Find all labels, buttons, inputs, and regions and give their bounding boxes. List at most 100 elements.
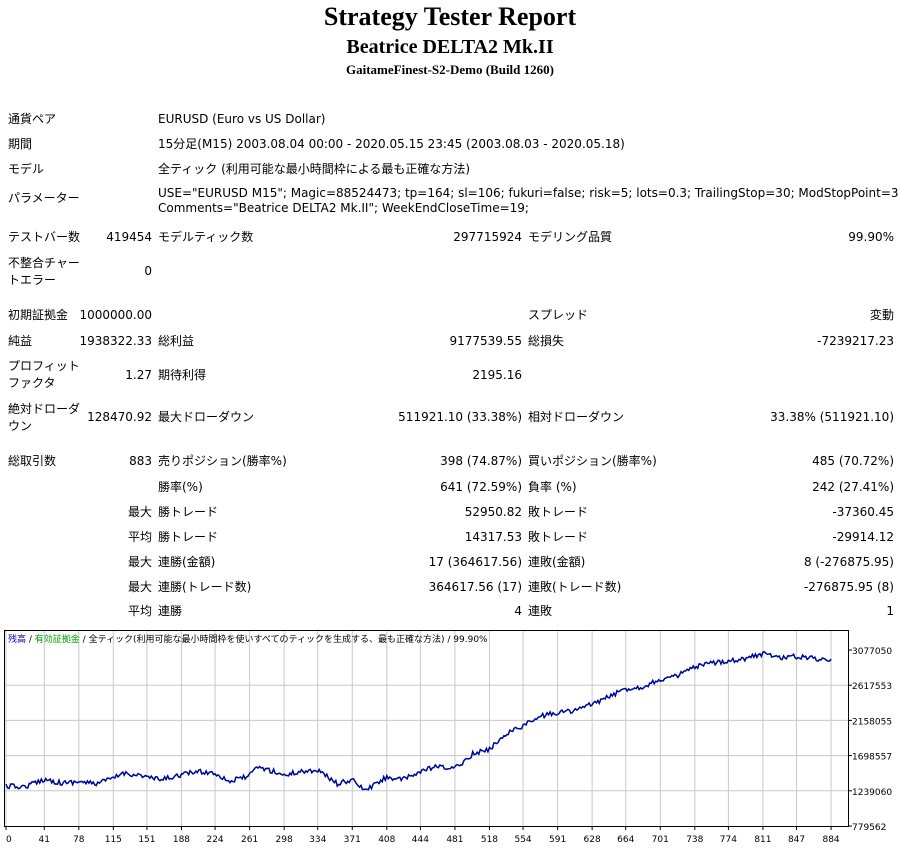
short-positions-value: 398 (74.87%) bbox=[440, 454, 522, 468]
largest-loss-value: -37360.45 bbox=[832, 505, 894, 519]
x-tick-label: 481 bbox=[446, 835, 463, 845]
average-label: 平均 bbox=[127, 530, 152, 544]
x-tick-label: 78 bbox=[73, 835, 85, 845]
x-tick-label: 701 bbox=[652, 835, 669, 845]
y-tick-label: 1698557 bbox=[852, 753, 892, 763]
x-tick-label: 115 bbox=[105, 835, 122, 845]
avg-consec-losses-label: 連敗 bbox=[528, 604, 553, 618]
x-tick-label: 151 bbox=[138, 835, 155, 845]
max-consec-profit-label: 連勝(トレード数) bbox=[158, 580, 252, 594]
y-tick-label: 2158055 bbox=[852, 717, 892, 727]
x-tick-label: 0 bbox=[6, 835, 12, 845]
abs-drawdown-value: 128470.92 bbox=[87, 410, 152, 424]
avg-win-label: 勝トレード bbox=[158, 530, 219, 544]
profit-factor-label-1: プロフィット bbox=[8, 359, 80, 373]
params-line-1: USE="EURUSD M15"; Magic=88524473; tp=164… bbox=[158, 186, 900, 200]
rel-drawdown-label: 相対ドローダウン bbox=[528, 410, 625, 424]
y-tick-label: 3077050 bbox=[852, 647, 892, 657]
x-tick-label: 847 bbox=[788, 835, 805, 845]
chart-grid bbox=[5, 631, 848, 826]
x-tick-label: 628 bbox=[584, 835, 601, 845]
x-tick-label: 774 bbox=[720, 835, 737, 845]
x-tick-label: 591 bbox=[549, 835, 566, 845]
y-tick-label: 2617553 bbox=[852, 682, 892, 692]
params-label: パラメーター bbox=[8, 191, 80, 205]
x-tick-label: 884 bbox=[822, 835, 839, 845]
max-consec-label-1: 最大 bbox=[127, 555, 152, 569]
largest-win-label: 勝トレード bbox=[158, 505, 219, 519]
expected-payoff-value: 2195.16 bbox=[472, 368, 522, 382]
net-profit-value: 1938322.33 bbox=[79, 334, 152, 348]
x-tick-label: 371 bbox=[344, 835, 361, 845]
max-consec-label-2: 最大 bbox=[127, 580, 152, 594]
params-line-2: Comments="Beatrice DELTA2 Mk.II"; WeekEn… bbox=[158, 201, 529, 215]
x-tick-label: 738 bbox=[686, 835, 703, 845]
profit-factor-label-2: ファクタ bbox=[8, 376, 56, 390]
win-rate-value: 641 (72.59%) bbox=[440, 480, 522, 494]
legend-balance: 残高 bbox=[8, 633, 26, 645]
long-positions-label: 買いポジション(勝率%) bbox=[528, 454, 657, 468]
x-tick-label: 664 bbox=[617, 835, 634, 845]
symbol-value: EURUSD (Euro vs US Dollar) bbox=[158, 112, 326, 126]
model-value: 全ティック (利用可能な最小時間枠による最も正確な方法) bbox=[158, 162, 471, 176]
bars-value: 419454 bbox=[106, 230, 152, 244]
abs-drawdown-label-1: 絶対ドローダ bbox=[8, 402, 81, 416]
gross-profit-value: 9177539.55 bbox=[449, 334, 522, 348]
spread-label: スプレッド bbox=[528, 308, 589, 322]
bars-label: テストバー数 bbox=[8, 230, 81, 244]
avg-win-value: 14317.53 bbox=[464, 530, 522, 544]
x-tick-label: 261 bbox=[241, 835, 258, 845]
avg-consec-wins-value: 4 bbox=[514, 604, 522, 618]
ticks-label: モデルティック数 bbox=[158, 230, 254, 244]
legend-sep-3: / bbox=[445, 635, 454, 645]
x-tick-label: 41 bbox=[39, 835, 50, 845]
short-positions-label: 売りポジション(勝率%) bbox=[158, 454, 287, 468]
x-tick-label: 444 bbox=[412, 835, 429, 845]
period-label: 期間 bbox=[8, 137, 33, 151]
avg-consec-label: 平均 bbox=[127, 604, 152, 618]
max-drawdown-label: 最大ドローダウン bbox=[158, 410, 255, 424]
largest-label: 最大 bbox=[127, 505, 152, 519]
largest-loss-label: 敗トレード bbox=[528, 505, 589, 519]
balance-line bbox=[5, 651, 832, 791]
profit-factor-value: 1.27 bbox=[125, 368, 152, 382]
abs-drawdown-label-2: ウン bbox=[8, 419, 33, 433]
max-consec-wins-label: 連勝(金額) bbox=[158, 555, 216, 569]
max-drawdown-value: 511921.10 (33.38%) bbox=[398, 410, 522, 424]
max-consec-loss-value: -276875.95 (8) bbox=[803, 580, 894, 594]
rel-drawdown-value: 33.38% (511921.10) bbox=[770, 410, 894, 424]
gross-loss-value: -7239217.23 bbox=[817, 334, 894, 348]
x-axis-ticks: 0 41 78 115 151 188 224 261 298 334 371 408 444 481 51… bbox=[5, 826, 840, 845]
quality-label: モデリング品質 bbox=[528, 230, 613, 244]
server-build: GaitameFinest-S2-Demo (Build 1260) bbox=[346, 62, 554, 77]
avg-consec-wins-label: 連勝 bbox=[158, 604, 183, 618]
x-tick-label: 408 bbox=[378, 835, 395, 845]
long-positions-value: 485 (70.72%) bbox=[812, 454, 894, 468]
x-tick-label: 298 bbox=[276, 835, 293, 845]
ea-name: Beatrice DELTA2 Mk.II bbox=[346, 36, 554, 58]
legend-model: 全ティック(利用可能な最小時間枠を使いすべてのティックを生成する、最も正確な方法… bbox=[89, 633, 445, 645]
spread-value: 変動 bbox=[869, 308, 894, 322]
max-consec-losses-value: 8 (-276875.95) bbox=[803, 555, 894, 569]
chart-frame bbox=[4, 630, 849, 827]
y-tick-label: 1239060 bbox=[852, 788, 892, 798]
max-consec-wins-value: 17 (364617.56) bbox=[428, 555, 522, 569]
gross-loss-label: 総損失 bbox=[528, 334, 565, 348]
x-tick-label: 518 bbox=[481, 835, 498, 845]
avg-loss-value: -29914.12 bbox=[832, 530, 894, 544]
x-tick-label: 334 bbox=[309, 835, 326, 845]
y-axis-ticks: 3077050 2617553 2158055 1698557 1239060 77956… bbox=[848, 647, 892, 833]
deposit-value: 1000000.00 bbox=[79, 308, 152, 322]
x-tick-label: 224 bbox=[206, 835, 223, 845]
largest-win-value: 52950.82 bbox=[464, 505, 522, 519]
balance-chart: 残高 / 有効証拠金 / 全ティック(利用可能な最小時間枠を使いすべてのティック… bbox=[4, 630, 892, 845]
x-tick-label: 188 bbox=[173, 835, 190, 845]
net-profit-label: 純益 bbox=[8, 334, 33, 348]
mismatch-value: 0 bbox=[144, 264, 152, 278]
loss-rate-label: 負率 (%) bbox=[528, 480, 577, 494]
max-consec-profit-value: 364617.56 (17) bbox=[428, 580, 522, 594]
win-rate-label: 勝率(%) bbox=[158, 480, 203, 494]
max-consec-loss-label: 連敗(トレード数) bbox=[528, 580, 622, 594]
chart-legend: 残高 / 有効証拠金 / 全ティック(利用可能な最小時間枠を使いすべてのティック… bbox=[8, 633, 488, 645]
x-tick-label: 811 bbox=[754, 835, 771, 845]
